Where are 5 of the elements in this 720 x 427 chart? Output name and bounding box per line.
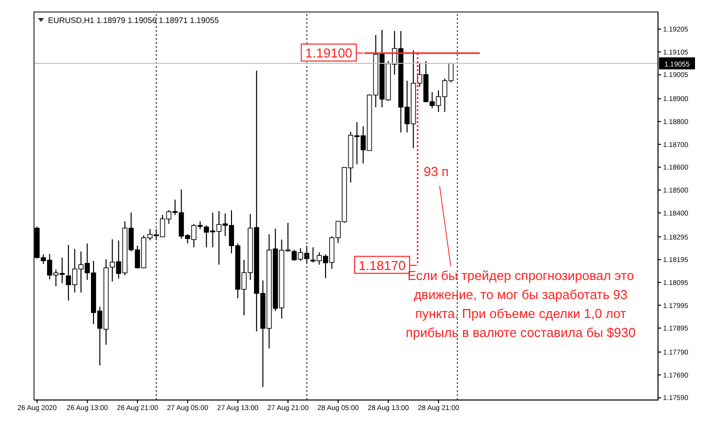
annotation: 93 п bbox=[424, 164, 449, 179]
boxed-price-label: 1.19100 bbox=[300, 44, 364, 62]
annotation: 1.18170 bbox=[358, 258, 406, 273]
text: EURUSD,H1 1.18979 1.19056 1.18971 1.19055 bbox=[48, 16, 220, 25]
annotation: 1.19100 bbox=[305, 46, 352, 61]
